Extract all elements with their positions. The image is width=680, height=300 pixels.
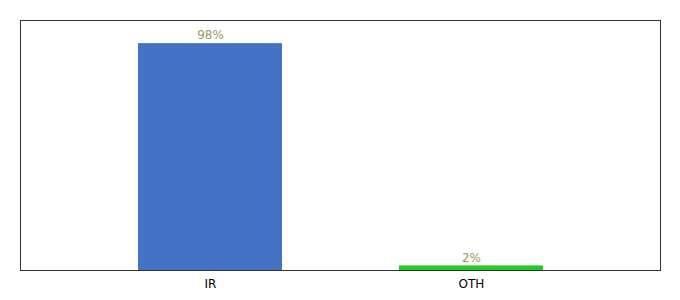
svg-text:98%: 98% <box>197 28 224 42</box>
svg-text:OTH: OTH <box>459 277 485 291</box>
svg-text:2%: 2% <box>462 251 481 265</box>
svg-text:IR: IR <box>205 277 217 291</box>
